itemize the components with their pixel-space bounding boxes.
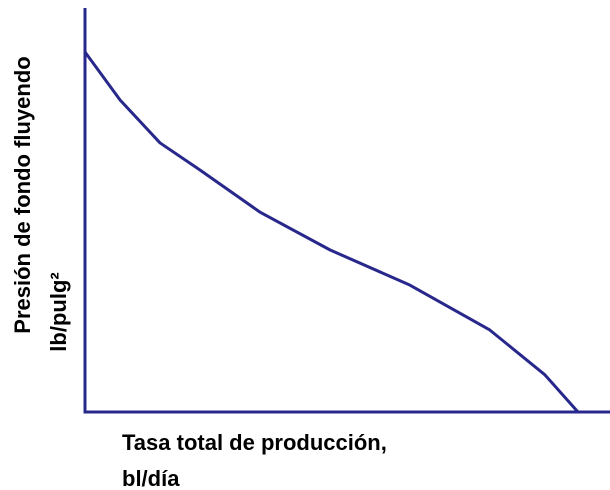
x-axis-unit: bl/día — [122, 466, 180, 490]
line-series — [83, 51, 580, 413]
x-axis-label: Tasa total de producción, — [122, 430, 387, 455]
y-axis-label: Presión de fondo fluyendo — [10, 56, 35, 333]
y-axis-unit: lb/pulg² — [46, 272, 71, 351]
